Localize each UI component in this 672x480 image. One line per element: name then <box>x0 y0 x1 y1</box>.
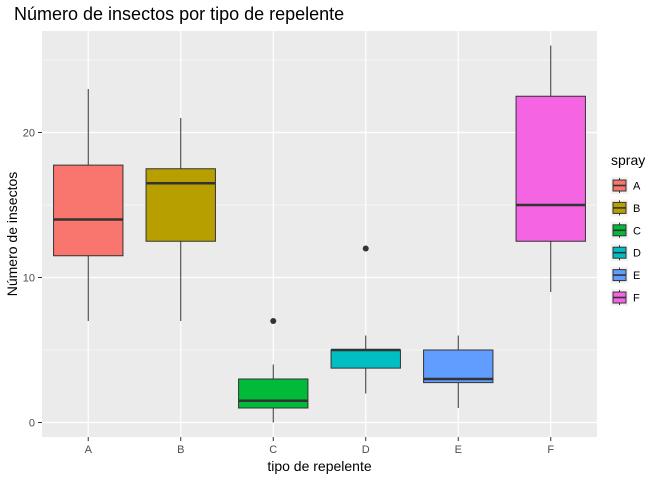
x-tick-label: C <box>269 444 277 456</box>
legend-item-A: A <box>611 177 641 194</box>
y-axis: 0 10 20 <box>23 128 42 430</box>
x-axis-title: tipo de repelente <box>267 458 372 474</box>
x-tick-label: A <box>85 444 93 456</box>
legend-label: B <box>633 203 640 215</box>
legend-label: E <box>633 270 640 282</box>
legend-item-E: E <box>611 266 640 284</box>
legend-item-F: F <box>611 289 640 306</box>
legend-item-D: D <box>611 244 641 262</box>
y-tick-label: 10 <box>23 273 35 285</box>
y-tick-label: 20 <box>23 128 35 140</box>
box <box>238 378 309 409</box>
legend-label: D <box>633 248 641 260</box>
boxplot-C <box>238 318 309 423</box>
box <box>330 349 401 369</box>
box <box>423 349 494 384</box>
legend-label: C <box>633 225 641 237</box>
box <box>145 168 216 242</box>
chart-title: Número de insectos por tipo de repelente <box>14 4 344 24</box>
outlier-point <box>270 318 277 324</box>
legend-item-B: B <box>611 199 640 217</box>
x-tick-label: F <box>547 444 554 456</box>
boxplot-F <box>515 45 586 292</box>
minor-gridlines <box>42 59 597 351</box>
y-tick-label: 0 <box>29 418 35 430</box>
x-tick-label: E <box>455 444 462 456</box>
legend-item-C: C <box>611 221 641 239</box>
legend-label: A <box>633 181 641 193</box>
box <box>515 95 586 242</box>
boxplot-B <box>145 118 216 321</box>
legend-title: spray <box>611 152 645 168</box>
box <box>53 164 124 257</box>
x-tick-label: D <box>362 444 370 456</box>
boxplot-E <box>423 335 494 408</box>
x-axis: A B C D E F <box>85 437 554 456</box>
boxplots <box>53 45 586 423</box>
y-axis-title: Número de insectos <box>4 172 20 297</box>
boxplot-A <box>53 89 124 321</box>
legend-label: F <box>633 293 640 305</box>
boxplot-D <box>330 245 401 394</box>
outlier-point <box>362 245 369 252</box>
x-tick-label: B <box>177 444 184 456</box>
plot-panel <box>42 31 597 437</box>
